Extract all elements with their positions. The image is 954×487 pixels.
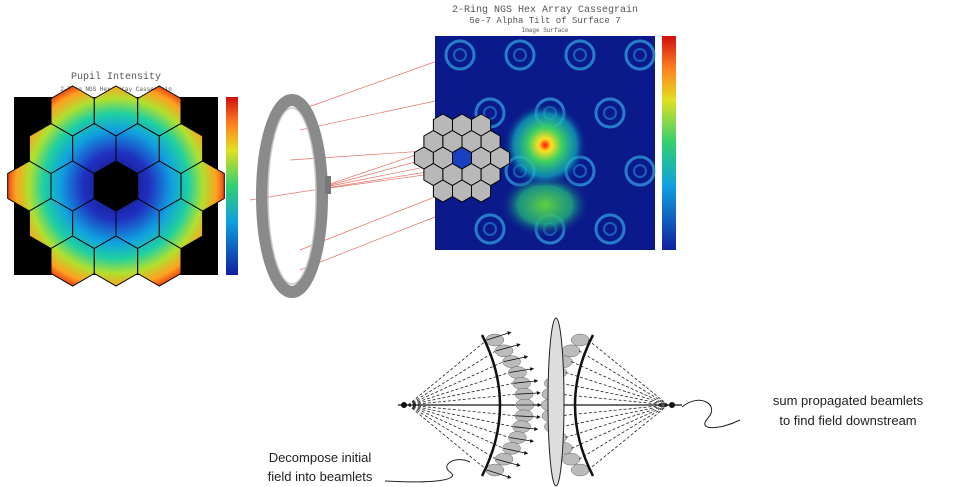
beamlet-lobe — [571, 464, 589, 476]
leader — [682, 400, 740, 427]
right-title: Image Surface — [522, 27, 569, 34]
secondary — [325, 176, 331, 194]
primary-ring — [262, 100, 322, 292]
beamlet-out — [571, 362, 668, 405]
beamlet-out — [588, 340, 668, 405]
beamlet-out — [566, 405, 668, 438]
beamlet-lobe — [486, 464, 504, 476]
beamlet-in — [408, 405, 504, 448]
annotation: to find field downstream — [779, 413, 916, 428]
beamlet-in — [408, 405, 487, 470]
leader — [385, 460, 470, 482]
annotation: field into beamlets — [268, 469, 373, 484]
beamlet-in — [408, 362, 504, 405]
beamlet-lobe — [562, 453, 580, 465]
right-colorbar — [662, 36, 676, 250]
hex-segment — [491, 147, 510, 169]
beamlet-in — [408, 351, 496, 405]
figure: Pupil Intensity 2-Ring NGS Hex Array Cas… — [0, 0, 954, 487]
beamlet-lobe — [571, 334, 589, 346]
annotation: sum propagated beamlets — [773, 393, 924, 408]
beamlet-out — [571, 405, 668, 448]
beamlet-in — [408, 405, 496, 459]
beamlet-lobe — [562, 345, 580, 357]
psf-core — [503, 103, 587, 187]
beamlet-lobe — [486, 334, 504, 346]
right-title: 5e-7 Alpha Tilt of Surface 7 — [469, 16, 620, 26]
right-title: 2-Ring NGS Hex Array Cassegrain — [452, 4, 638, 16]
beamlet-in — [408, 340, 487, 405]
left-title: Pupil Intensity — [71, 71, 161, 83]
left-colorbar — [226, 97, 238, 275]
beamlet-out — [588, 405, 668, 470]
lens — [548, 318, 564, 486]
annotation: Decompose initial — [269, 450, 372, 465]
beamlet-out — [579, 351, 668, 405]
beamlet-out — [579, 405, 668, 459]
focus-point — [669, 402, 675, 408]
beamlet-out — [566, 373, 668, 406]
source-point — [401, 402, 407, 408]
